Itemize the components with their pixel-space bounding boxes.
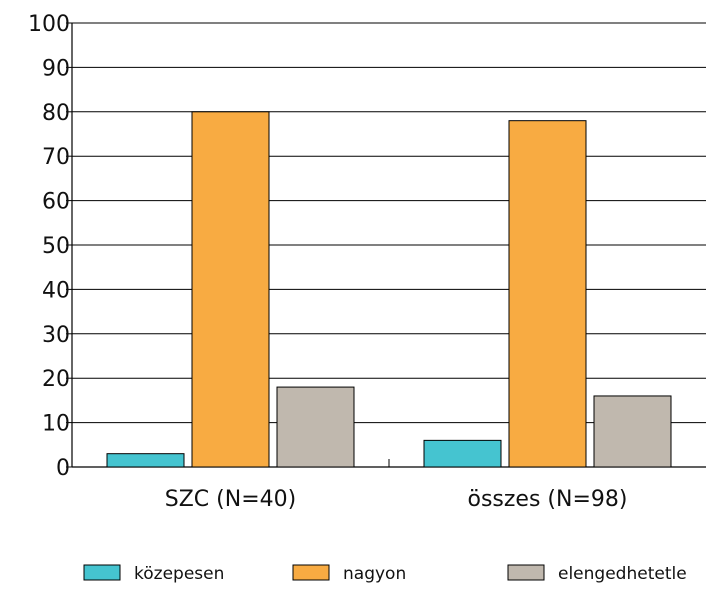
y-tick-label: 10 [42, 412, 70, 437]
bar-3-1 [276, 386, 355, 468]
bar-1-2 [423, 439, 502, 468]
y-tick-label: 70 [42, 145, 70, 170]
bars [106, 111, 672, 468]
legend-swatch [83, 564, 121, 581]
y-tick-label: 0 [56, 456, 70, 481]
y-tick-label: 50 [42, 234, 70, 259]
legend-swatch [507, 564, 545, 581]
legend-label: nagyon [343, 564, 406, 584]
bar-2-2 [508, 120, 587, 468]
bar-2-1 [191, 111, 270, 468]
y-tick-label: 90 [42, 56, 70, 81]
y-tick-label: 40 [42, 278, 70, 303]
bar-3-2 [593, 395, 672, 468]
legend: közepesen nagyon elengedhetetle [83, 564, 687, 584]
legend-label: közepesen [134, 564, 224, 584]
grid-lines [72, 22, 706, 424]
x-category-label: összes (N=98) [468, 487, 628, 512]
legend-swatch [292, 564, 330, 581]
y-tick-label: 60 [42, 190, 70, 215]
y-tick-label: 30 [42, 323, 70, 348]
x-category-labels: SZC (N=40) összes (N=98) [165, 487, 628, 512]
x-category-label: SZC (N=40) [165, 487, 296, 512]
legend-label: elengedhetetle [558, 564, 687, 584]
y-tick-label: 20 [42, 367, 70, 392]
y-tick-label: 100 [28, 12, 70, 37]
y-tick-labels: 0 10 20 30 40 50 60 70 80 90 100 [28, 12, 70, 481]
bar-1-1 [106, 453, 185, 468]
y-tick-label: 80 [42, 101, 70, 126]
